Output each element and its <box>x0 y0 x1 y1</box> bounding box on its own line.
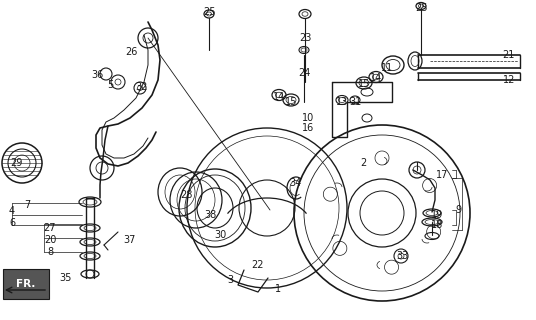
Text: 28: 28 <box>180 190 192 200</box>
Text: 10: 10 <box>302 113 314 123</box>
Text: 37: 37 <box>124 235 136 245</box>
Text: 35: 35 <box>60 273 72 283</box>
Text: 27: 27 <box>44 223 56 233</box>
Text: 13: 13 <box>336 97 348 107</box>
Text: 18: 18 <box>431 220 443 230</box>
Text: 9: 9 <box>455 205 461 215</box>
Text: 30: 30 <box>214 230 226 240</box>
Text: 21: 21 <box>502 50 514 60</box>
Text: 31: 31 <box>349 97 361 107</box>
Text: 14: 14 <box>273 92 285 102</box>
Text: 25: 25 <box>203 7 215 17</box>
Text: 36: 36 <box>91 70 103 80</box>
Text: 2: 2 <box>360 158 366 168</box>
Text: 22: 22 <box>252 260 264 270</box>
Text: 14: 14 <box>370 73 382 83</box>
Text: 1: 1 <box>275 284 281 294</box>
Text: 4: 4 <box>9 206 15 216</box>
Text: 3: 3 <box>227 275 233 285</box>
Text: 20: 20 <box>44 235 56 245</box>
Text: 17: 17 <box>436 170 448 180</box>
Text: 5: 5 <box>107 80 113 90</box>
Text: FR.: FR. <box>16 279 36 289</box>
Text: 38: 38 <box>204 210 216 220</box>
Text: 15: 15 <box>358 79 370 89</box>
Text: 12: 12 <box>503 75 515 85</box>
Text: 6: 6 <box>9 218 15 228</box>
Text: 8: 8 <box>47 247 53 257</box>
FancyBboxPatch shape <box>3 269 49 299</box>
Text: 19: 19 <box>431 210 443 220</box>
Text: 24: 24 <box>298 68 310 78</box>
Text: 11: 11 <box>381 63 393 73</box>
Text: 23: 23 <box>299 33 311 43</box>
Text: 16: 16 <box>302 123 314 133</box>
Text: 25: 25 <box>415 3 427 13</box>
Text: 33: 33 <box>396 251 408 261</box>
Text: 7: 7 <box>24 200 30 210</box>
Text: 34: 34 <box>289 178 301 188</box>
Text: 29: 29 <box>10 158 22 168</box>
Text: 26: 26 <box>125 47 137 57</box>
Text: 32: 32 <box>136 82 148 92</box>
Text: 15: 15 <box>285 97 297 107</box>
